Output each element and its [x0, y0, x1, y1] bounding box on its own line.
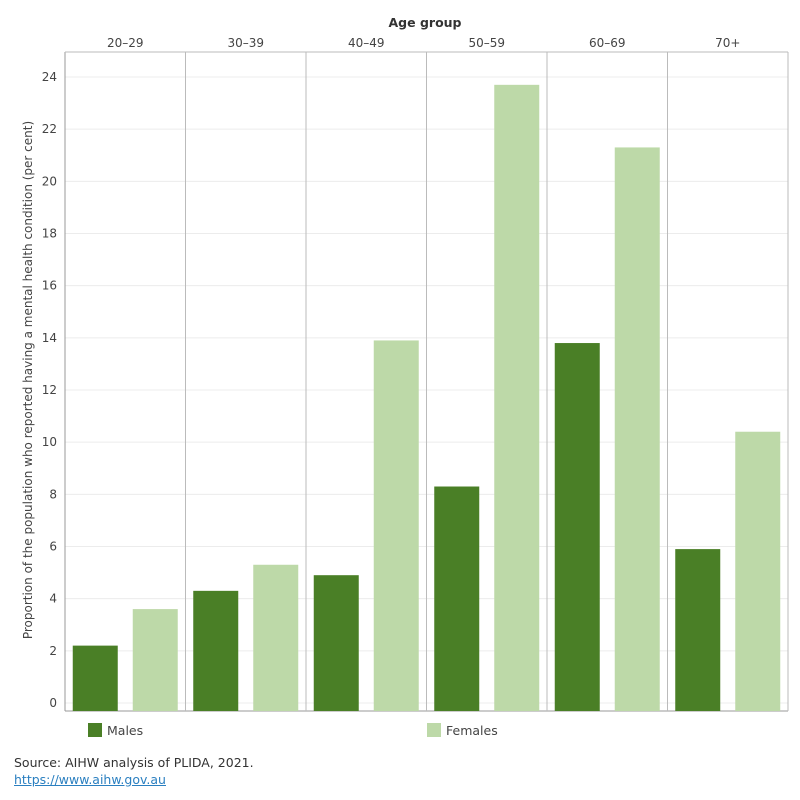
y-tick-label: 0: [49, 696, 57, 710]
y-tick-label: 8: [49, 487, 57, 501]
bars: [72, 84, 781, 712]
legend-swatch: [427, 723, 441, 737]
bar-females-1[interactable]: [253, 564, 299, 711]
source-link[interactable]: https://www.aihw.gov.au: [14, 772, 166, 787]
source-note: Source: AIHW analysis of PLIDA, 2021.: [14, 755, 254, 770]
column-header-title: Age group: [389, 15, 462, 30]
x-axis: 20–29 30–39 40–49 50–59 60–69 70+: [107, 36, 740, 50]
y-tick-label: 18: [42, 227, 57, 241]
category-label: 70+: [715, 36, 740, 50]
legend-swatch: [88, 723, 102, 737]
bar-males-0[interactable]: [72, 645, 118, 711]
bar-males-3[interactable]: [434, 486, 480, 711]
y-tick-label: 6: [49, 540, 57, 554]
y-tick-label: 4: [49, 592, 57, 606]
category-label: 40–49: [348, 36, 385, 50]
y-tick-label: 24: [42, 70, 57, 84]
bar-males-1[interactable]: [193, 590, 239, 711]
bar-females-4[interactable]: [614, 147, 660, 712]
y-tick-label: 2: [49, 644, 57, 658]
legend-label: Females: [446, 723, 498, 738]
bar-females-3[interactable]: [494, 84, 540, 711]
bar-females-5[interactable]: [735, 431, 781, 711]
y-tick-label: 20: [42, 174, 57, 188]
bar-females-0[interactable]: [132, 609, 178, 711]
bar-males-2[interactable]: [313, 575, 359, 711]
y-axis-label: Proportion of the population who reporte…: [21, 121, 35, 639]
legend: Males Females: [88, 723, 498, 738]
y-tick-label: 12: [42, 383, 57, 397]
legend-label: Males: [107, 723, 143, 738]
y-tick-label: 16: [42, 279, 57, 293]
panel-dividers: [64, 51, 789, 712]
bar-females-2[interactable]: [373, 340, 419, 711]
y-tick-label: 14: [42, 331, 57, 345]
bar-males-5[interactable]: [675, 549, 721, 711]
category-label: 20–29: [107, 36, 144, 50]
category-label: 50–59: [468, 36, 505, 50]
category-label: 30–39: [227, 36, 264, 50]
bar-males-4[interactable]: [554, 343, 600, 711]
y-tick-label: 22: [42, 122, 57, 136]
y-tick-label: 10: [42, 435, 57, 449]
category-label: 60–69: [589, 36, 626, 50]
